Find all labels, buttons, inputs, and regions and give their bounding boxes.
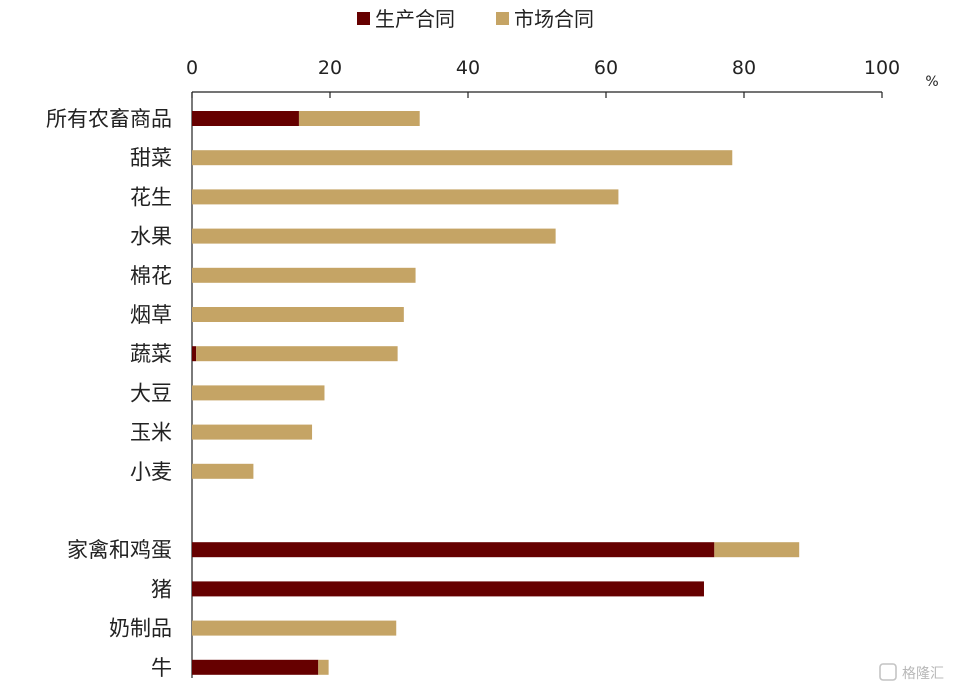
category-label-10: 小麦 <box>130 460 172 484</box>
bars <box>192 111 800 675</box>
x-tick-label-40: 40 <box>456 57 480 79</box>
category-label-8: 大豆 <box>130 381 172 405</box>
bar-2-7 <box>196 346 398 362</box>
category-label-15: 牛 <box>151 656 172 680</box>
bar-1-15 <box>192 659 319 675</box>
bar-2-14 <box>192 620 397 636</box>
bar-1-1 <box>192 111 299 126</box>
category-label-5: 棉花 <box>130 264 172 288</box>
bar-2-8 <box>192 385 325 401</box>
legend-swatch-1 <box>357 12 370 25</box>
category-label-7: 蔬菜 <box>130 342 172 366</box>
watermark-text: 格隆汇 <box>902 666 944 682</box>
category-label-14: 奶制品 <box>109 617 172 641</box>
category-label-6: 烟草 <box>130 303 172 327</box>
legend-label-2: 市场合同 <box>514 7 594 31</box>
bar-2-15 <box>318 659 329 675</box>
bar-2-1 <box>298 111 420 126</box>
category-label-1: 所有农畜商品 <box>46 107 172 131</box>
category-label-4: 水果 <box>130 225 172 249</box>
category-label-9: 玉米 <box>130 421 172 445</box>
x-tick-label-60: 60 <box>594 57 618 79</box>
bar-1-12 <box>192 542 715 558</box>
x-tick-label-80: 80 <box>732 57 756 79</box>
bar-2-6 <box>192 307 404 322</box>
x-tick-label-0: 0 <box>186 57 198 79</box>
legend: 生产合同 市场合同 <box>357 7 594 31</box>
x-tick-label-20: 20 <box>318 57 342 79</box>
watermark: 格隆汇 <box>879 663 944 682</box>
category-label-2: 甜菜 <box>130 146 172 170</box>
watermark-logo-icon <box>879 663 897 681</box>
x-axis-unit: % <box>925 74 938 90</box>
legend-label-1: 生产合同 <box>375 7 455 31</box>
bar-1-13 <box>192 581 704 597</box>
bar-2-3 <box>192 189 619 205</box>
x-tick-label-100: 100 <box>864 57 900 79</box>
x-axis: 0 20 40 60 80 100% <box>186 57 939 98</box>
category-label-13: 猪 <box>151 577 172 601</box>
bar-1-7 <box>192 346 197 362</box>
category-label-12: 家禽和鸡蛋 <box>67 538 172 562</box>
legend-swatch-2 <box>496 12 509 25</box>
category-label-3: 花生 <box>130 185 172 209</box>
bar-2-12 <box>714 542 800 558</box>
bar-2-10 <box>192 463 254 479</box>
bar-2-4 <box>192 228 556 244</box>
bar-2-5 <box>192 267 416 283</box>
bar-2-2 <box>192 150 733 166</box>
bar-2-9 <box>192 424 313 440</box>
